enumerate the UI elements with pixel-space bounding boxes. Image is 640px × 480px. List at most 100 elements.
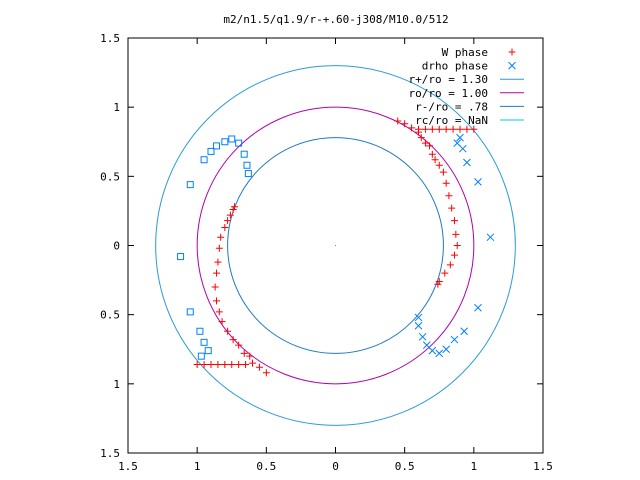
legend-label-2: r+/ro = 1.30 [409,73,488,86]
point-s2-15 [197,352,205,360]
point-s0-0 [470,125,478,133]
point-s0-25 [453,242,461,249]
y-tick-label-3: 0 [113,240,120,253]
point-s2-3 [207,147,215,155]
point-s0-50 [211,283,219,291]
point-s0-31 [193,360,201,368]
point-s0-3 [449,125,457,133]
point-s0-4 [442,125,450,133]
legend-key-0 [508,48,516,56]
point-s0-13 [417,134,425,142]
point-s0-12 [415,128,422,136]
point-s0-46 [224,327,232,335]
legend-label-3: ro/ro = 1.00 [409,87,488,100]
point-s1-2 [458,144,467,153]
point-s0-40 [255,363,263,371]
x-tick-label-1: 1 [194,460,201,473]
point-s0-38 [242,360,250,368]
point-s0-9 [394,117,402,125]
point-s1-6 [474,303,482,312]
point-s1-12 [422,341,431,349]
point-s1-7 [460,327,469,336]
point-s0-26 [450,251,458,259]
point-s2-11 [186,308,194,316]
point-s0-15 [426,142,434,150]
point-s0-41 [249,359,256,367]
point-s0-39 [262,369,270,377]
data-points [177,48,524,377]
legend-key-1 [508,61,516,70]
point-s0-37 [235,360,243,368]
point-s2-8 [240,150,248,158]
point-s0-20 [442,179,450,187]
x-tick-label-2: 0.5 [256,460,276,473]
point-s2-13 [200,338,208,346]
point-s0-49 [213,297,221,305]
point-s0-51 [213,269,221,277]
y-tick-label-4: 0.5 [100,309,120,322]
point-s0-17 [431,156,439,164]
point-s2-14 [204,347,212,355]
point-s0-1 [463,125,471,133]
reference-circles [155,65,516,426]
point-s0-42 [246,352,254,360]
point-s1-3 [463,158,471,167]
point-s0-27 [446,261,454,269]
point-s0-24 [452,230,460,238]
axis-ticks: 1.5 1 0.5 0 0.5 1 1.51.510.500.511.5 [100,32,553,473]
point-s2-5 [221,138,229,146]
point-s0-33 [207,360,215,368]
point-s0-6 [428,125,436,133]
point-s0-32 [200,360,208,368]
point-s0-14 [421,139,429,147]
point-s1-10 [435,349,444,358]
point-s0-30 [434,280,442,288]
x-tick-label-6: 1.5 [533,460,553,473]
x-tick-label-0: 1.5 [118,460,138,473]
point-s1-15 [414,313,423,322]
circle-2 [196,106,475,385]
center-dot [334,244,337,247]
point-s2-10 [244,170,252,178]
point-s0-57 [226,211,234,219]
point-s2-1 [186,181,194,189]
point-s0-19 [439,168,447,176]
chart-title: m2/n1.5/q1.9/r-+.60-j308/M10.0/512 [223,13,448,26]
point-s0-16 [428,150,436,158]
point-s0-11 [408,124,416,132]
point-s1-13 [418,332,427,341]
point-s0-21 [445,192,453,200]
x-tick-label-3: 0 [332,460,339,473]
point-s2-4 [213,142,221,150]
point-s0-34 [214,360,222,368]
legend-label-5: rc/ro = NaN [415,114,488,127]
point-s2-0 [177,253,185,261]
y-tick-label-5: 1 [113,378,120,391]
circle-1 [155,65,516,426]
point-s0-54 [217,233,225,241]
point-s2-7 [235,139,243,147]
point-s1-8 [450,335,459,344]
legend-label-0: W phase [442,46,488,59]
point-s0-10 [401,120,409,128]
point-s2-12 [196,327,204,335]
point-s1-5 [486,233,495,242]
point-s0-28 [441,269,449,277]
point-s0-48 [215,308,223,316]
point-s0-47 [218,318,226,326]
point-s1-0 [456,133,464,142]
point-s2-9 [243,161,251,169]
point-s0-45 [229,336,237,344]
point-s0-35 [221,360,229,368]
legend-label-1: drho phase [422,60,488,73]
point-s0-55 [221,224,229,232]
point-s0-22 [448,204,456,212]
point-s1-9 [442,345,451,354]
y-tick-label-1: 1 [113,101,120,114]
y-tick-label-0: 1.5 [100,32,120,45]
y-tick-label-2: 0.5 [100,170,120,183]
point-s0-18 [435,161,443,169]
point-s0-53 [215,244,223,252]
point-s1-4 [474,178,482,186]
